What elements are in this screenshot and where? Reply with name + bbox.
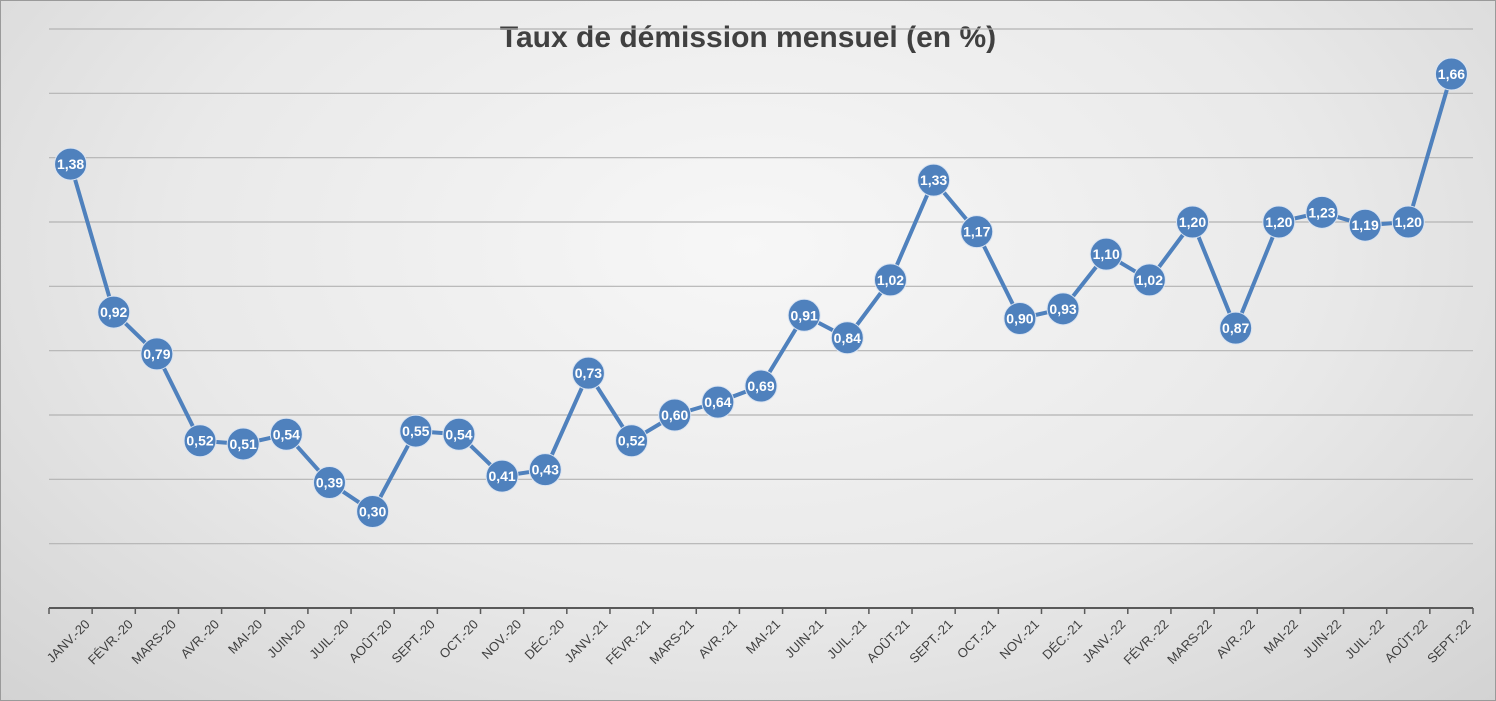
x-tick-label: MAI-20	[225, 617, 265, 657]
data-label: 1,66	[1438, 66, 1465, 82]
data-label: 0,41	[488, 468, 515, 484]
data-point	[183, 424, 217, 458]
data-point	[658, 398, 692, 432]
data-label: 1,17	[963, 224, 990, 240]
x-tick-label: AOÛT-22	[1381, 617, 1430, 666]
data-label: 0,90	[1006, 311, 1033, 327]
data-point	[312, 466, 346, 500]
data-point	[1262, 205, 1296, 239]
data-point	[873, 263, 907, 297]
data-point	[571, 356, 605, 390]
data-label: 0,93	[1049, 301, 1076, 317]
x-tick-label: MAI-22	[1261, 617, 1301, 657]
data-label: 1,23	[1308, 204, 1335, 220]
data-label: 0,52	[186, 433, 213, 449]
x-tick-label: AVR.-20	[177, 617, 222, 662]
data-point	[442, 417, 476, 451]
data-point	[1003, 302, 1037, 335]
x-tick-label: JUIN-20	[264, 617, 308, 661]
x-tick-label: MARS-21	[646, 617, 696, 667]
x-tick-label: AVR.-22	[1213, 617, 1258, 662]
data-label: 0,51	[230, 436, 257, 452]
data-label: 1,20	[1265, 214, 1292, 230]
x-tick-label: SEPT.-20	[388, 617, 437, 666]
data-label: 0,43	[532, 462, 559, 478]
data-point	[1348, 208, 1382, 242]
x-tick-label: MARS-22	[1164, 617, 1214, 667]
data-label: 0,84	[834, 330, 861, 346]
data-label: 0,54	[273, 426, 300, 442]
data-label: 0,87	[1222, 320, 1249, 336]
data-point	[1046, 292, 1080, 326]
data-point	[356, 495, 390, 528]
data-point	[226, 427, 260, 461]
data-label: 0,91	[791, 307, 818, 323]
x-tick-label: OCT.-20	[436, 617, 481, 662]
x-tick-label: DÉC.-20	[522, 617, 568, 663]
data-point	[917, 163, 951, 197]
data-point	[54, 147, 88, 181]
data-label: 0,60	[661, 407, 688, 423]
data-point	[960, 215, 994, 249]
data-point	[140, 337, 174, 371]
data-label: 0,39	[316, 475, 343, 491]
data-label: 0,64	[704, 394, 731, 410]
data-label: 0,92	[100, 304, 127, 320]
data-label: 1,10	[1093, 246, 1120, 262]
data-label: 0,52	[618, 433, 645, 449]
data-label: 1,20	[1395, 214, 1422, 230]
data-label: 1,38	[57, 156, 84, 172]
x-tick-label: SEPT.-21	[906, 617, 955, 666]
chart-title: Taux de démission mensuel (en %)	[499, 21, 997, 54]
x-tick-label: DÉC.-21	[1039, 617, 1085, 663]
data-point	[399, 414, 433, 448]
x-tick-label: AOÛT-21	[864, 617, 913, 666]
x-tick-label: JUIN-21	[782, 617, 826, 661]
data-label: 0,79	[143, 346, 170, 362]
data-label: 0,73	[575, 365, 602, 381]
data-point	[97, 295, 131, 329]
x-tick-label: FÉVR.-20	[85, 617, 136, 668]
x-tick-label: AVR.-21	[695, 617, 740, 662]
x-tick-label: FÉVR.-22	[1121, 617, 1172, 668]
data-point	[1391, 205, 1425, 239]
data-point	[701, 385, 735, 419]
data-label: 1,02	[877, 272, 904, 288]
x-tick-label: NOV.-20	[479, 617, 525, 663]
x-tick-label: MARS-20	[129, 617, 179, 667]
data-point	[485, 459, 519, 493]
data-label: 0,54	[445, 426, 472, 442]
data-label: 0,69	[747, 378, 774, 394]
data-point	[615, 424, 649, 458]
x-tick-label: AOÛT-20	[346, 617, 395, 666]
data-point	[528, 453, 562, 487]
data-label: 1,19	[1351, 217, 1378, 233]
data-point	[1176, 205, 1210, 239]
data-label: 1,33	[920, 172, 947, 188]
x-tick-label: SEPT.-22	[1424, 617, 1473, 666]
data-point	[1089, 237, 1123, 271]
data-label: 0,55	[402, 423, 429, 439]
x-tick-label: NOV.-21	[996, 617, 1042, 663]
x-tick-label: MAI-21	[743, 617, 783, 657]
x-tick-label: OCT.-21	[954, 617, 999, 662]
data-point	[1132, 263, 1166, 297]
x-tick-label: JUIN-22	[1300, 617, 1344, 661]
data-label: 1,02	[1136, 272, 1163, 288]
data-point	[269, 417, 303, 451]
data-label: 0,30	[359, 504, 386, 520]
data-point	[1219, 311, 1253, 345]
data-point	[787, 298, 821, 332]
data-point	[1434, 57, 1468, 91]
data-point	[744, 369, 778, 403]
data-point	[1305, 195, 1339, 229]
data-label: 1,20	[1179, 214, 1206, 230]
x-tick-label: FÉVR.-21	[603, 617, 654, 668]
data-point	[830, 321, 864, 355]
